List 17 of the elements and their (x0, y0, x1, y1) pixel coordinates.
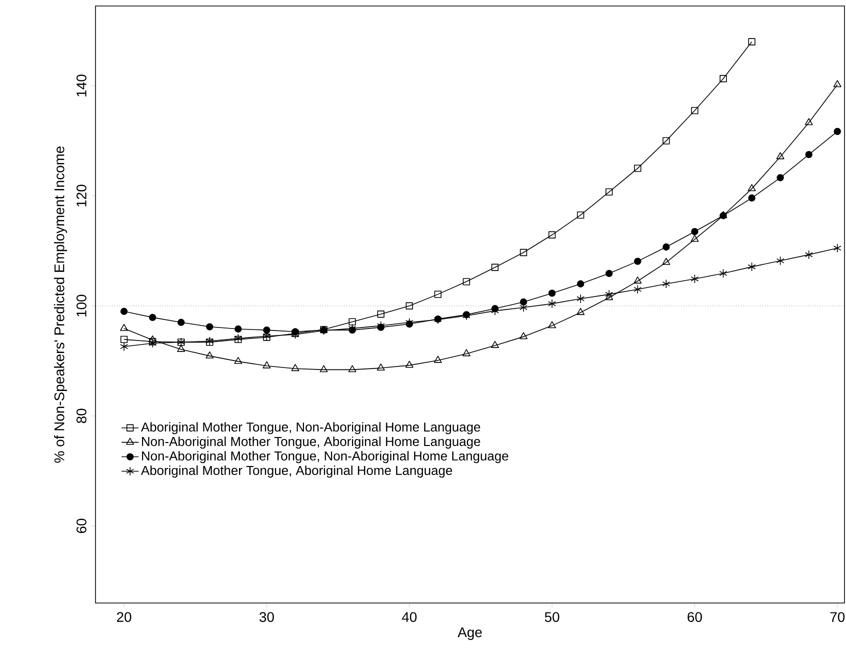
y-tick-label: 140 (76, 74, 86, 96)
legend-label: Non-Aboriginal Mother Tongue, Aboriginal Home Language (142, 436, 480, 449)
legend-label: Aboriginal Mother Tongue, Non-Aboriginal Home Language (140, 422, 480, 434)
x-tick-label: 30 (259, 612, 274, 622)
y-tick-label: 100 (76, 294, 86, 316)
y-tick-label: 80 (76, 408, 86, 424)
y-tick-label: 60 (76, 518, 86, 534)
x-tick-label: 20 (116, 612, 132, 622)
x-tick-label: 40 (402, 612, 417, 622)
x-tick-label: 60 (688, 612, 702, 622)
legend-label: Aboriginal Mother Tongue, Aboriginal Home Language (140, 466, 452, 478)
x-axis-title: Age (458, 627, 482, 640)
x-tick-label: 50 (544, 612, 560, 622)
legend-label: Non-Aboriginal Mother Tongue, Non-Aboriginal Home Language (142, 451, 508, 464)
y-axis-title: % of Non-Speakers' Predicted Employment Income (54, 146, 68, 463)
x-tick-label: 70 (830, 612, 845, 622)
y-tick-label: 120 (76, 184, 86, 206)
